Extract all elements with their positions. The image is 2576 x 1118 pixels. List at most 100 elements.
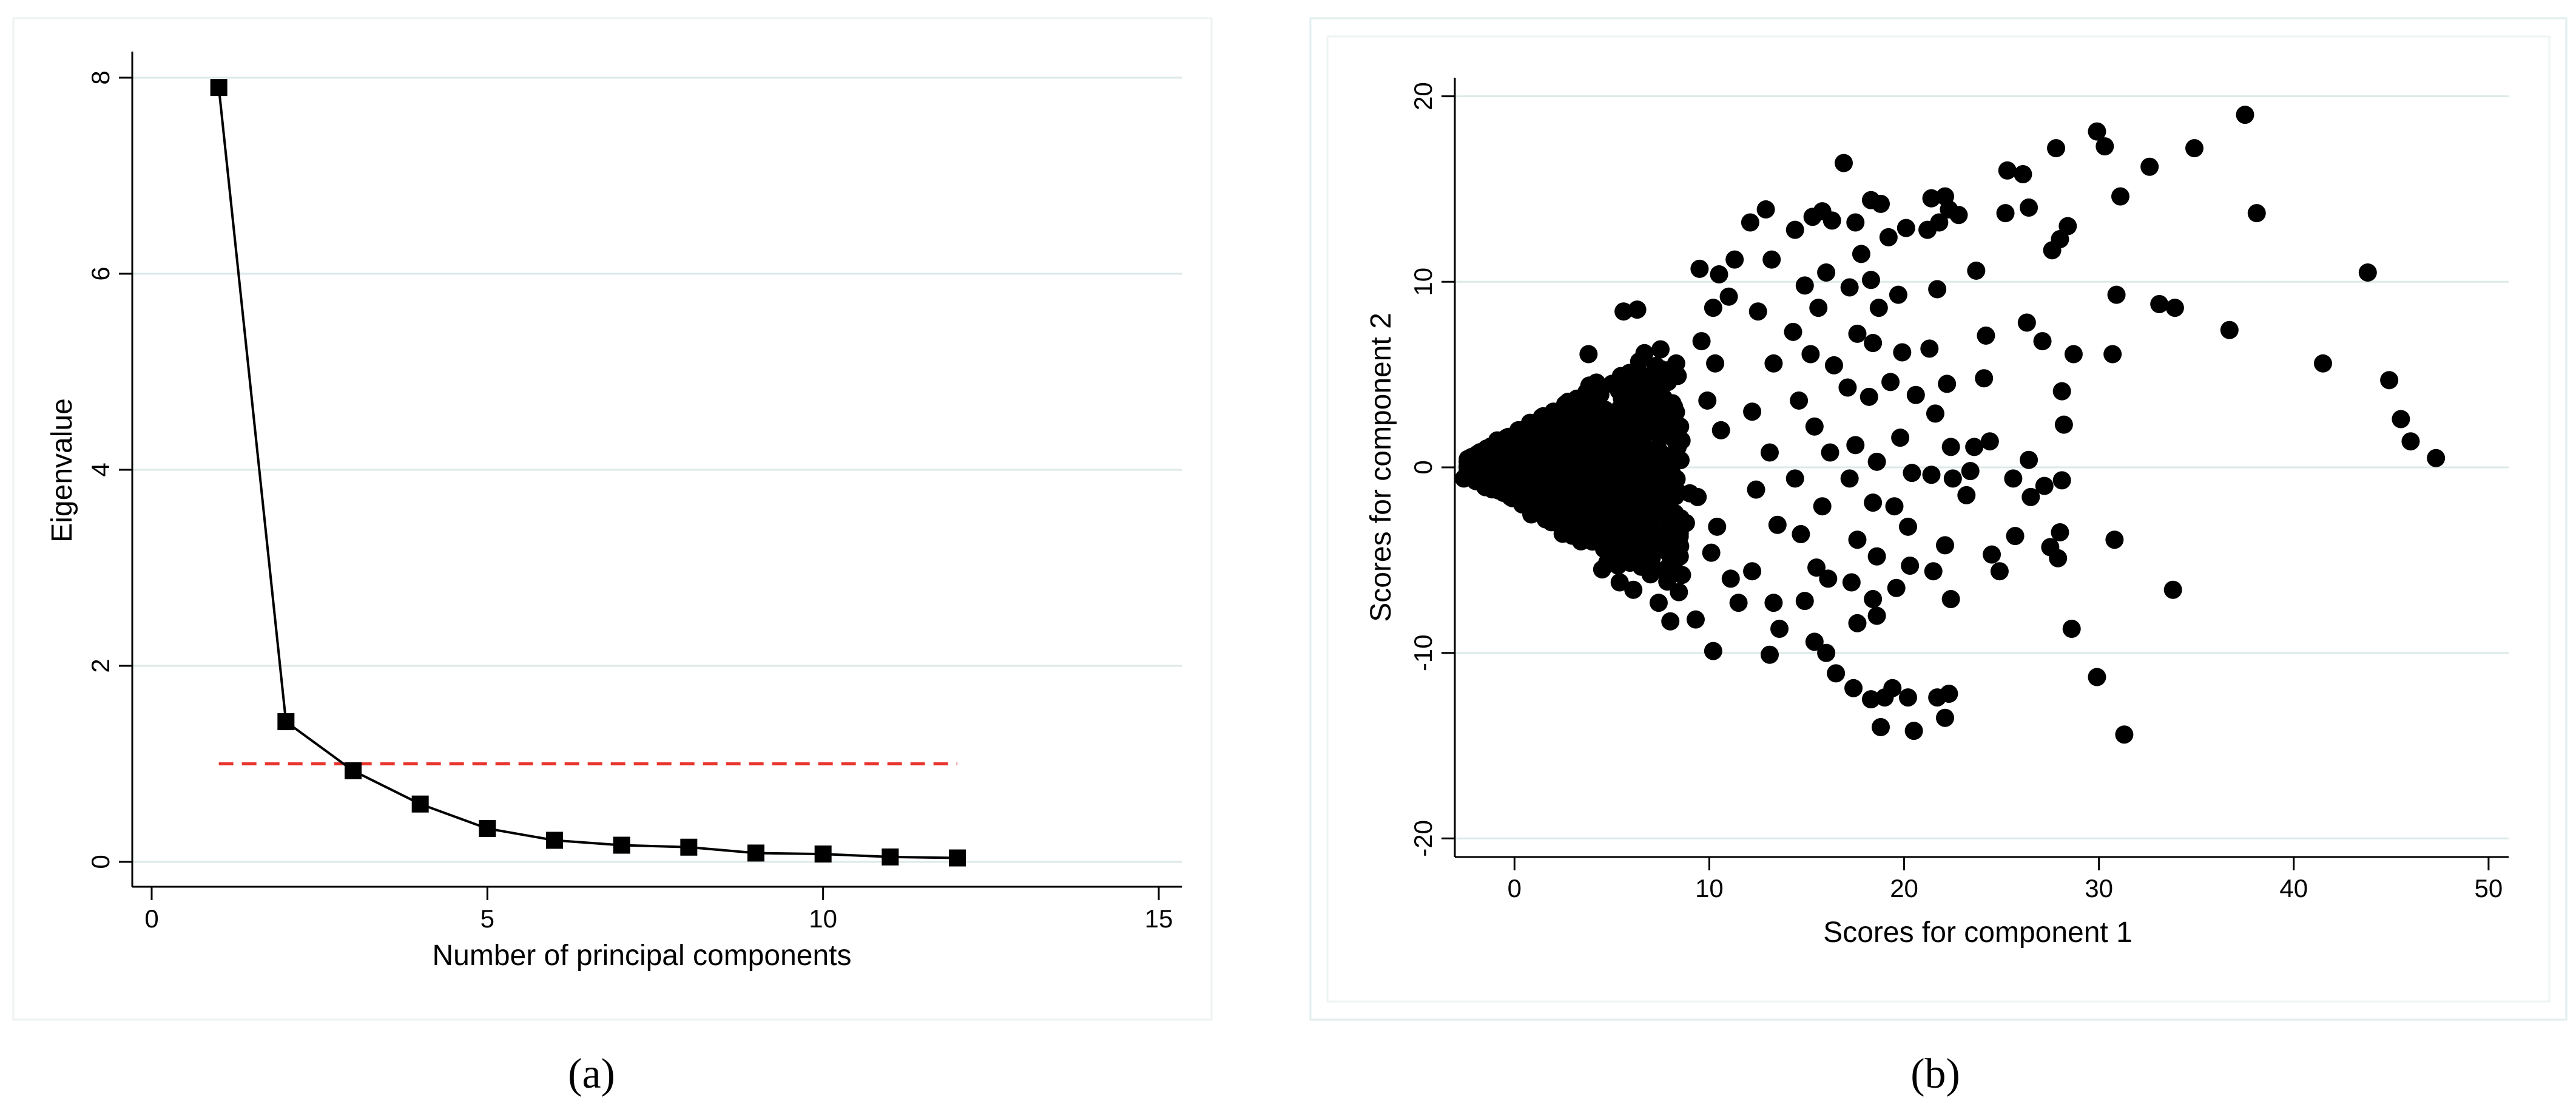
scree-y-tick-label: 2 [86,659,115,672]
score-point [1748,302,1767,321]
scree-point [814,845,832,863]
score-point [2358,263,2377,282]
scree-point [277,713,295,731]
score-point [2047,139,2066,158]
score-plot-y-label: Scores for component 2 [1365,313,1397,622]
score-point [1708,517,1727,536]
score-point [1764,354,1783,373]
score-point [1881,373,1900,391]
score-point [1805,632,1824,651]
score-point [1526,427,1545,446]
scree-point [613,836,630,854]
score-point [2185,139,2204,158]
score-point [1563,430,1582,449]
score-point [1686,610,1705,629]
score-plot-x-ticks: 0 10 20 30 40 50 [1508,857,2503,903]
score-point [1647,495,1666,514]
score-point [1922,466,1941,484]
score-x-tick-label: 40 [2279,874,2308,903]
score-point [1729,594,1748,612]
score-point [2054,415,2073,434]
score-point [1589,404,1608,423]
score-point [1898,517,1917,536]
score-point [2140,157,2159,176]
score-point [1517,443,1536,462]
scree-point [411,795,429,813]
score-point [1941,438,1960,456]
score-point [1807,558,1826,577]
scree-point [345,762,362,779]
scree-point [747,844,764,862]
score-point [2427,449,2446,467]
score-point [1887,578,1906,597]
score-point [1983,545,2001,564]
score-point [1795,592,1814,611]
score-point [2088,668,2106,686]
score-point [1663,429,1682,447]
scree-point [680,838,698,856]
score-point [1558,415,1577,434]
score-point [1593,560,1611,579]
score-point [1975,369,1994,388]
score-point [1760,443,1779,462]
score-point [1704,642,1722,660]
scree-point [546,832,563,849]
score-point [1883,679,1902,697]
score-point [2049,549,2068,567]
score-point [1719,287,1738,306]
score-point [1790,391,1809,410]
score-x-tick-label: 10 [1695,874,1724,903]
score-point [1651,359,1670,378]
score-point [1903,464,1921,483]
score-point [1864,590,1883,609]
score-point [1599,452,1617,471]
score-point [1801,345,1820,364]
score-point [2247,204,2266,223]
score-point [1920,339,1939,358]
score-point [2150,294,2169,313]
score-point [1872,718,1890,736]
score-point [1935,708,1954,727]
scree-series-points [210,79,966,867]
score-point [1540,436,1559,455]
score-x-tick-label: 0 [1508,874,1522,903]
score-point [1511,475,1529,493]
score-point [2035,476,2054,495]
score-point [1977,326,1995,345]
score-plot-panel: -20 -10 0 10 20 0 10 20 30 40 50 Scores for compo… [1309,17,2568,1021]
score-point [1632,434,1651,453]
score-point [2236,106,2254,124]
score-point [1838,378,1857,397]
score-point [2052,471,2071,490]
score-point [2064,345,2083,364]
score-point [2058,217,2077,235]
score-point [1842,573,1861,592]
score-point [1642,558,1661,577]
scree-x-tick-label: 10 [809,904,837,933]
score-point [1704,299,1722,317]
score-point [1760,645,1779,664]
score-point [1864,334,1883,353]
score-point [1889,285,1907,304]
scree-plot-y-ticks: 0 2 4 6 8 [86,70,132,869]
score-point [1792,525,1810,544]
score-point [1848,530,1867,549]
score-point [2014,164,2032,183]
scree-plot-y-label: Eigenvalue [46,398,78,543]
score-point [1649,594,1668,612]
score-point [1957,486,1976,504]
score-point [1785,469,1804,488]
scree-point [479,820,496,838]
score-point [1990,562,2009,581]
score-point [1575,473,1594,492]
score-point [1967,261,1986,280]
score-point [1651,340,1670,359]
score-point [1610,573,1629,592]
score-point [1941,590,1960,609]
score-point [1617,442,1636,461]
score-point [2165,299,2184,317]
score-point [1620,395,1639,414]
score-point [2033,332,2052,351]
score-point [1624,580,1643,599]
score-point [2004,469,2023,488]
